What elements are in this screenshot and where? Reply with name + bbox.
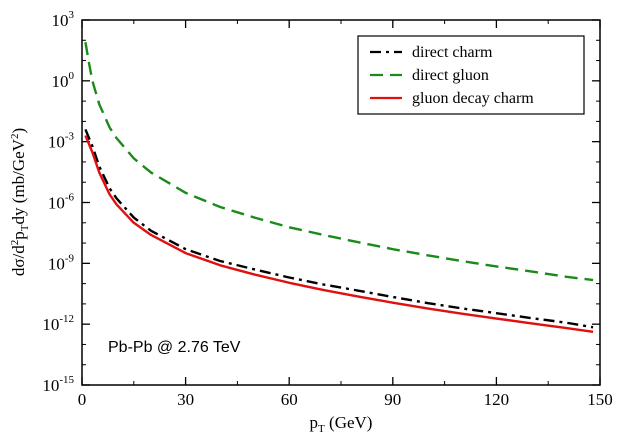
x-axis-label: pT (GeV) — [310, 413, 373, 435]
y-axis-label-e: dy (mb/GeV — [9, 138, 28, 224]
collision-annotation: Pb-Pb @ 2.76 TeV — [108, 339, 241, 356]
y-tick-label: 10-12 — [42, 313, 74, 334]
series-line-direct-gluon — [84, 42, 594, 282]
y-axis-label-c: p — [9, 231, 28, 240]
y-tick-label: 100 — [52, 70, 75, 91]
y-tick-label: 103 — [52, 9, 75, 30]
legend-label-direct-charm: direct charm — [412, 44, 493, 61]
y-axis-label-f: 2 — [9, 134, 21, 140]
x-axis-ticks: 0 30 60 90 120 150 — [78, 20, 613, 409]
legend-label-direct-gluon: direct gluon — [412, 67, 489, 84]
y-axis-label-d: T — [19, 224, 31, 231]
x-tick-label: 150 — [587, 390, 613, 409]
x-axis-label-rest: (GeV) — [325, 413, 373, 432]
x-tick-label: 60 — [281, 390, 298, 409]
x-tick-label: 90 — [384, 390, 401, 409]
y-axis-label-g: ) — [9, 128, 28, 134]
legend: direct charm direct gluon gluon decay ch… — [357, 35, 585, 115]
y-tick-label: 10-9 — [48, 252, 75, 273]
series-line-direct-charm — [84, 129, 594, 329]
legend-label-gluon-decay-charm: gluon decay charm — [412, 90, 534, 107]
y-tick-label: 10-6 — [48, 192, 75, 213]
y-axis-label-a: dσ/d — [9, 245, 28, 276]
x-tick-label: 0 — [78, 390, 87, 409]
y-tick-label: 10-15 — [42, 374, 74, 395]
x-tick-label: 30 — [177, 390, 194, 409]
x-axis-label-sub: T — [318, 423, 325, 435]
series-layer — [84, 42, 594, 333]
y-axis-label-b: 2 — [9, 240, 21, 246]
y-tick-label: 10-3 — [48, 131, 75, 152]
x-tick-label: 120 — [484, 390, 510, 409]
y-axis-label: dσ/d2pTdy (mb/GeV2) — [9, 128, 31, 276]
y-axis-ticks: 10-15 10-12 10-9 10-6 10-3 100 103 — [42, 9, 600, 395]
x-axis-label-base: p — [310, 413, 319, 432]
series-line-gluon-decay-charm — [84, 135, 594, 333]
